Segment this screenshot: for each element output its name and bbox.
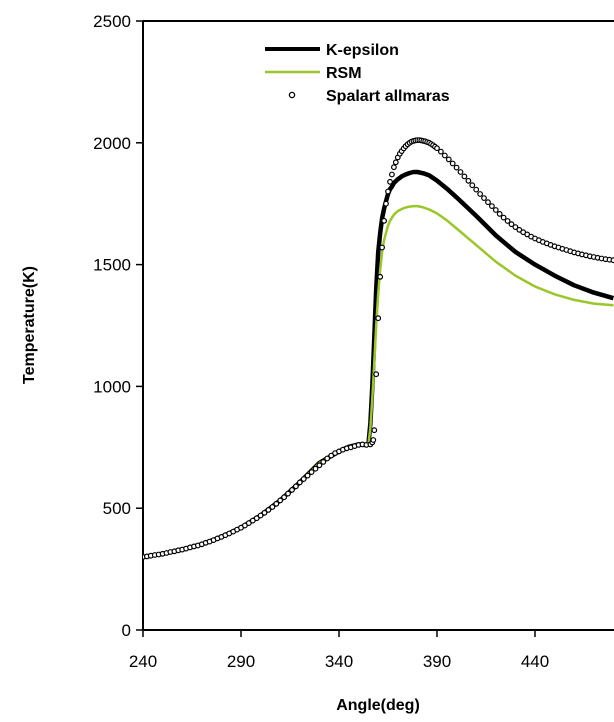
- series-point-spalart-allmaras: [273, 500, 280, 507]
- series-point-spalart-allmaras: [477, 191, 484, 197]
- series-point-spalart-allmaras: [492, 207, 499, 213]
- x-tick-label: 290: [227, 652, 255, 671]
- series-point-spalart-allmaras: [481, 195, 487, 202]
- series-point-spalart-allmaras: [328, 452, 335, 459]
- series-point-spalart-allmaras: [265, 507, 272, 513]
- series-point-spalart-allmaras: [383, 200, 389, 207]
- x-tick-label: 440: [521, 652, 549, 671]
- legend-label-k-epsilon: K-epsilon: [326, 42, 399, 59]
- y-tick-label: 2500: [93, 12, 131, 31]
- series-point-spalart-allmaras: [457, 169, 464, 175]
- series-point-spalart-allmaras: [389, 171, 395, 178]
- x-tick-label: 340: [325, 652, 353, 671]
- series-point-spalart-allmaras: [449, 160, 456, 167]
- series-point-spalart-allmaras: [512, 224, 519, 231]
- series-point-spalart-allmaras: [438, 148, 444, 155]
- series-point-spalart-allmaras: [269, 504, 276, 510]
- x-tick-label: 390: [423, 652, 451, 671]
- series-point-spalart-allmaras: [253, 515, 260, 522]
- series-point-spalart-allmaras: [320, 459, 327, 465]
- series-point-spalart-allmaras: [281, 494, 288, 501]
- series-point-spalart-allmaras: [465, 177, 472, 184]
- series-point-spalart-allmaras: [300, 476, 307, 482]
- series-point-spalart-allmaras: [489, 203, 495, 210]
- y-tick-label: 0: [122, 621, 131, 640]
- series-point-spalart-allmaras: [508, 221, 515, 228]
- series-point-spalart-allmaras: [473, 186, 480, 193]
- y-tick-label: 500: [103, 499, 131, 518]
- series-point-spalart-allmaras: [373, 371, 380, 378]
- series-point-spalart-allmaras: [392, 159, 399, 166]
- series-point-spalart-allmaras: [610, 257, 614, 264]
- series-point-spalart-allmaras: [257, 512, 264, 519]
- legend: K-epsilon RSM Spalart allmaras: [265, 42, 450, 105]
- series-point-spalart-allmaras: [391, 164, 397, 171]
- series-point-spalart-allmaras: [277, 497, 284, 504]
- series-point-spalart-allmaras: [381, 217, 388, 224]
- series-point-spalart-allmaras: [285, 490, 291, 497]
- series-point-spalart-allmaras: [485, 199, 491, 206]
- series-point-spalart-allmaras: [324, 455, 331, 462]
- legend-swatch-spalart-allmaras: [288, 91, 296, 99]
- series-point-spalart-allmaras: [469, 182, 476, 189]
- y-tick-label: 2000: [93, 134, 131, 153]
- series-point-spalart-allmaras: [496, 210, 503, 217]
- series-point-spalart-allmaras: [461, 173, 468, 180]
- series-point-spalart-allmaras: [379, 244, 386, 251]
- series-point-spalart-allmaras: [377, 273, 384, 280]
- series-point-spalart-allmaras: [304, 472, 311, 479]
- series-point-spalart-allmaras: [316, 462, 323, 469]
- series-layer: [143, 137, 614, 560]
- series-point-spalart-allmaras: [387, 178, 393, 185]
- y-tick-label: 1500: [93, 256, 131, 275]
- series-line-k-epsilon: [143, 169, 614, 560]
- series-point-spalart-allmaras: [296, 479, 303, 486]
- series-point-spalart-allmaras: [308, 469, 315, 476]
- legend-label-rsm: RSM: [326, 65, 362, 82]
- series-point-spalart-allmaras: [385, 188, 391, 195]
- series-point-spalart-allmaras: [293, 483, 299, 490]
- y-tick-label: 1000: [93, 377, 131, 396]
- series-point-spalart-allmaras: [261, 509, 268, 516]
- y-axis-title: Temperature(K): [21, 266, 38, 384]
- series-point-spalart-allmaras: [370, 437, 377, 443]
- series-point-spalart-allmaras: [289, 487, 295, 493]
- series-point-spalart-allmaras: [500, 214, 507, 221]
- legend-label-spalart-allmaras: Spalart allmaras: [326, 88, 450, 105]
- x-ticks: 240 290 340 390 440: [129, 630, 549, 671]
- series-point-spalart-allmaras: [245, 520, 252, 526]
- y-ticks: 0 500 1000 1500 2000 2500: [93, 12, 143, 640]
- series-point-spalart-allmaras: [441, 152, 448, 159]
- series-point-spalart-allmaras: [445, 156, 452, 163]
- series-point-spalart-allmaras: [371, 427, 378, 434]
- series-point-spalart-allmaras: [375, 315, 382, 322]
- series-point-spalart-allmaras: [312, 465, 319, 472]
- series-point-spalart-allmaras: [434, 145, 440, 152]
- series-point-spalart-allmaras: [504, 218, 511, 224]
- x-tick-label: 240: [129, 652, 157, 671]
- x-axis-title: Angle(deg): [336, 697, 420, 714]
- series-point-spalart-allmaras: [453, 164, 460, 171]
